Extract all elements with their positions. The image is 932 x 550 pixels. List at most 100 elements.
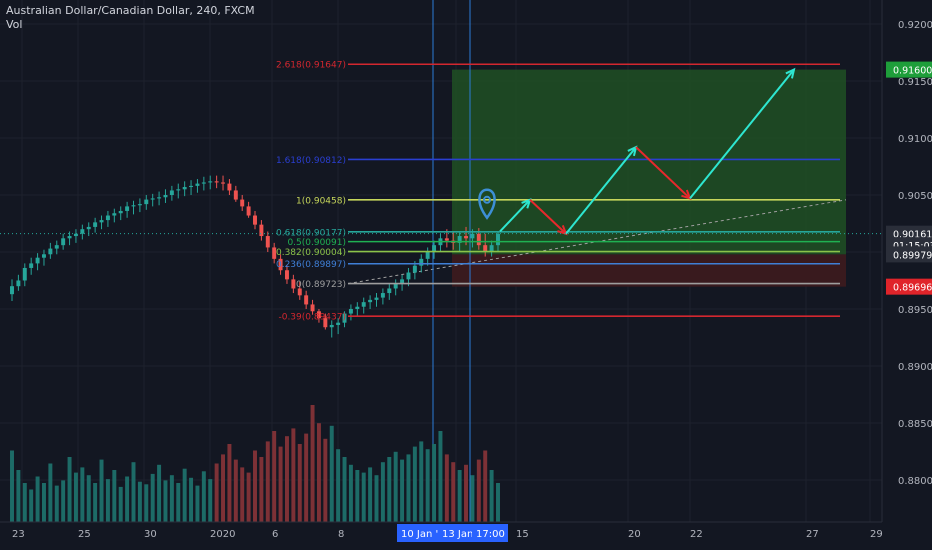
time-tick-label: 2020 — [210, 529, 235, 540]
price-badge — [886, 246, 932, 263]
price-axis[interactable]: 0.920000.915000.910000.905000.900000.895… — [881, 0, 932, 522]
volume-bar — [406, 454, 411, 522]
time-tick-label: 22 — [690, 529, 703, 540]
candle-body — [316, 311, 321, 319]
volume-bar — [361, 472, 366, 522]
candle-body — [86, 226, 91, 230]
volume-bar — [464, 464, 469, 522]
candle-body — [131, 205, 136, 207]
symbol-title[interactable]: Australian Dollar/Canadian Dollar, 240, … — [6, 4, 255, 17]
fib-level-label: 0(0.89723) — [296, 280, 346, 290]
volume-bar — [54, 485, 59, 522]
projection-arrows — [0, 67, 882, 236]
fib-level-label: 2.618(0.91647) — [276, 61, 346, 71]
volume-bar — [348, 464, 353, 522]
volume-bar — [393, 451, 398, 522]
candle-body — [41, 254, 46, 258]
price-badge-label: 0.89696 — [893, 283, 932, 294]
candle-body — [406, 272, 411, 280]
candle-body — [259, 224, 264, 237]
candle-body — [278, 258, 283, 271]
candle-body — [336, 322, 341, 325]
candle-body — [457, 236, 462, 243]
candle-body — [304, 295, 309, 305]
candle-body — [361, 302, 366, 307]
volume-bar — [476, 459, 481, 522]
time-tick-label: 23 — [12, 529, 25, 540]
volume-bar — [227, 444, 232, 522]
candle-body — [54, 245, 59, 249]
candle-body — [22, 267, 27, 281]
volume-bar — [400, 459, 405, 522]
volume-bar — [438, 431, 443, 522]
price-badge-label: 0.91600 — [893, 66, 932, 77]
candle-body — [380, 293, 385, 298]
candle-body — [387, 288, 392, 294]
projection-arrow — [689, 68, 795, 200]
candle-body — [169, 190, 174, 195]
candle-body — [253, 215, 257, 225]
time-tick-label: 20 — [628, 529, 641, 540]
projection-arrow — [565, 146, 637, 235]
candle-body — [163, 195, 168, 198]
time-tick-label: 30 — [144, 529, 157, 540]
volume-bar — [355, 470, 360, 522]
volume-bar — [380, 462, 385, 522]
volume-bar — [432, 444, 437, 522]
candle-body — [419, 258, 424, 266]
candle-body — [432, 245, 437, 252]
volume-bar — [214, 463, 219, 522]
time-tick-label: 15 — [516, 529, 529, 540]
volume-bar — [182, 468, 187, 522]
candle-body — [374, 297, 379, 300]
volume-bar — [387, 457, 392, 522]
fib-level-label: 1.618(0.90812) — [276, 156, 346, 166]
volume-indicator-label[interactable]: Vol — [6, 18, 23, 31]
volume-bar — [73, 472, 78, 522]
volume-bar — [310, 405, 315, 522]
volume-bar — [272, 431, 277, 522]
candle-body — [221, 182, 226, 184]
candle-body — [272, 247, 277, 259]
candle-body — [67, 236, 72, 239]
location-marker-icon — [478, 188, 496, 220]
volume-bar — [131, 462, 136, 522]
candle-body — [470, 233, 475, 239]
arrow-head — [785, 67, 796, 79]
volume-bar — [201, 471, 206, 522]
volume-bar — [208, 479, 213, 522]
volume-bar — [412, 446, 417, 522]
candle-body — [476, 233, 481, 246]
fib-level-label: 0.618(0.90177) — [276, 228, 346, 238]
volume-bar — [336, 449, 341, 522]
volume-bar — [176, 483, 181, 522]
time-tick-label: 6 — [272, 529, 278, 540]
volume-bar — [240, 467, 245, 522]
candle-body — [150, 198, 155, 200]
volume-bar — [118, 486, 123, 522]
candle-body — [214, 181, 219, 183]
time-tick-label: 10 Jan '2 — [401, 529, 445, 540]
volume-bar — [125, 476, 130, 522]
volume-bar — [169, 475, 174, 522]
volume-bar — [233, 459, 238, 522]
volume-bar — [16, 470, 21, 522]
date-markers — [432, 0, 471, 522]
candle-body — [125, 206, 130, 211]
candle-body — [496, 233, 500, 246]
candle-body — [176, 189, 181, 191]
volume-bar — [323, 438, 328, 522]
candle-body — [35, 257, 40, 264]
volume-bar — [483, 450, 488, 522]
candle-body — [297, 288, 302, 296]
time-tick-label: 8 — [338, 529, 344, 540]
volume-bar — [470, 475, 475, 522]
fib-level-label: 0.236(0.89897) — [276, 260, 346, 270]
volume-bar — [144, 484, 149, 522]
candle-body — [157, 197, 162, 199]
